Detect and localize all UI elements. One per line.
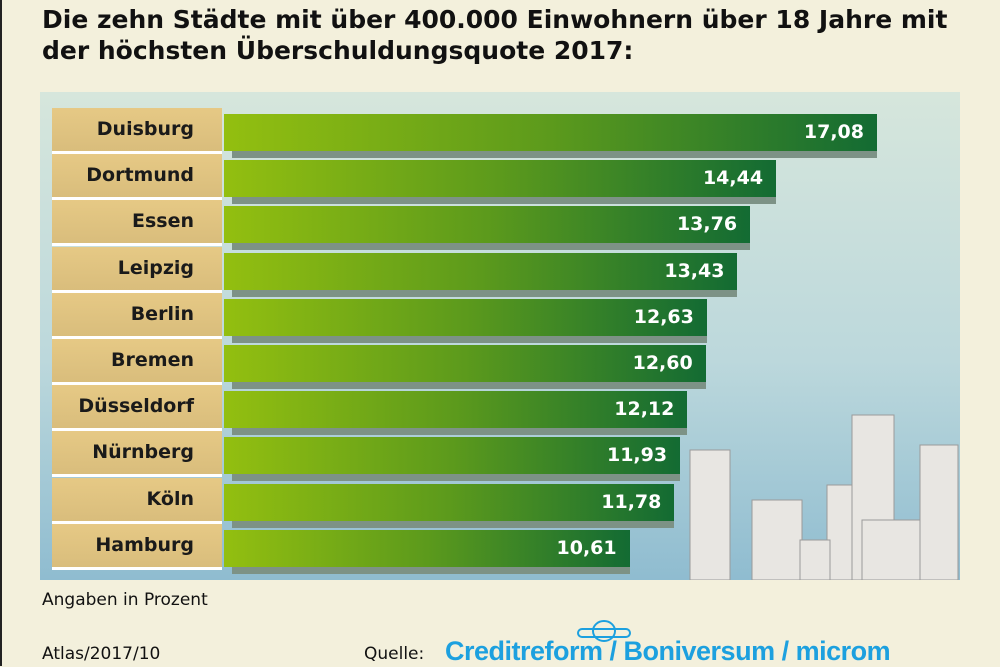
data-label: 12,60 [632, 352, 693, 374]
category-label-text: Duisburg [96, 118, 194, 140]
category-label: Köln [52, 477, 222, 524]
data-label: 11,93 [606, 444, 668, 467]
category-label-text: Hamburg [95, 533, 194, 556]
category-label: Bremen [52, 339, 222, 385]
bar-köln [224, 483, 675, 521]
data-label: 13,43 [664, 259, 725, 282]
creditreform-logo-icon [577, 620, 631, 642]
category-label-text: Köln [146, 487, 194, 510]
bar-shadow [232, 334, 707, 343]
category-label-text: Leipzig [117, 256, 194, 279]
data-label: 10,61 [556, 536, 617, 559]
category-label: Leipzig [52, 246, 222, 293]
bar-nürnberg [224, 437, 681, 475]
bar-shadow [232, 473, 681, 482]
category-label: Nürnberg [52, 431, 222, 478]
category-label: Dortmund [52, 154, 222, 201]
data-label: 11,78 [601, 490, 662, 513]
bar-shadow [232, 381, 706, 389]
category-label-text: Dortmund [86, 164, 194, 187]
bar-shadow [232, 519, 675, 528]
bar-berlin [224, 298, 707, 336]
data-label: 13,76 [676, 213, 738, 236]
category-label: Düsseldorf [52, 385, 222, 432]
category-label: Berlin [52, 292, 222, 339]
category-label-text: Düsseldorf [78, 395, 194, 418]
bar-duisburg [224, 114, 877, 151]
data-label: 12,63 [633, 305, 694, 328]
bar-dortmund [224, 160, 777, 198]
bar-leipzig [224, 252, 738, 290]
bar-shadow [232, 196, 777, 205]
source-text: Creditreform / Boniversum / microm [445, 636, 891, 666]
category-label: Essen [52, 200, 222, 247]
chart-title: Die zehn Städte mit über 400.000 Einwohn… [42, 5, 948, 65]
source-label: Quelle: [364, 644, 425, 664]
data-label: 14,44 [702, 167, 764, 190]
category-label: Duisburg [52, 108, 222, 154]
bar-hamburg [224, 529, 630, 567]
bar-shadow [232, 565, 630, 574]
category-label-text: Bremen [111, 349, 194, 371]
bar-shadow [232, 242, 751, 251]
skyline-illustration [689, 414, 959, 580]
bar-bremen [224, 345, 706, 382]
data-label: 17,08 [803, 121, 864, 143]
bar-düsseldorf [224, 391, 688, 429]
unit-note: Angaben in Prozent [42, 590, 208, 610]
bar-shadow [232, 427, 688, 436]
bar-shadow [232, 288, 738, 297]
category-label: Hamburg [52, 523, 222, 570]
data-label: 12,12 [614, 398, 675, 421]
category-label-text: Berlin [130, 302, 194, 325]
bar-essen [224, 206, 751, 244]
atlas-id: Atlas/2017/10 [42, 644, 161, 664]
category-label-text: Nürnberg [92, 441, 194, 464]
bar-shadow [232, 150, 877, 158]
category-label-text: Essen [131, 210, 194, 233]
